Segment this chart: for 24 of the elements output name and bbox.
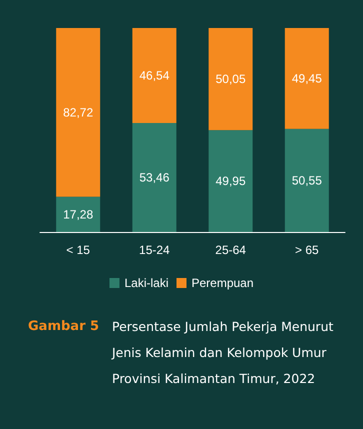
text: Persentase Jumlah Pekerja Menurut Jenis Kelamin dan Kelompok Umur Provinsi Kalimantan Timur, 2022	[112, 318, 334, 388]
legend-label: Perempuan	[191, 276, 254, 290]
bar	[208, 28, 253, 130]
data-label: 49,45	[292, 71, 322, 86]
data-label: 53,46	[139, 170, 170, 184]
legend-label: Laki-laki	[124, 276, 168, 290]
bar	[284, 128, 329, 232]
data-label: 82,72	[63, 105, 94, 120]
x-tick-label: < 15	[66, 243, 90, 257]
bar	[132, 122, 176, 232]
bar	[132, 28, 176, 123]
bar	[56, 28, 100, 197]
x-tick-label: 25-64	[215, 243, 246, 257]
bar	[56, 196, 100, 232]
x-tick-label: 15-24	[139, 243, 170, 257]
data-label: 49,95	[216, 174, 246, 188]
data-label: 17,28	[63, 207, 94, 222]
bar	[284, 28, 329, 129]
data-label: 50,05	[216, 72, 246, 86]
text: Gambar 5	[28, 318, 100, 336]
bar	[208, 130, 253, 232]
data-label: 46,54	[139, 68, 170, 82]
x-tick-label: > 65	[295, 243, 320, 257]
data-label: 50,55	[292, 173, 322, 188]
